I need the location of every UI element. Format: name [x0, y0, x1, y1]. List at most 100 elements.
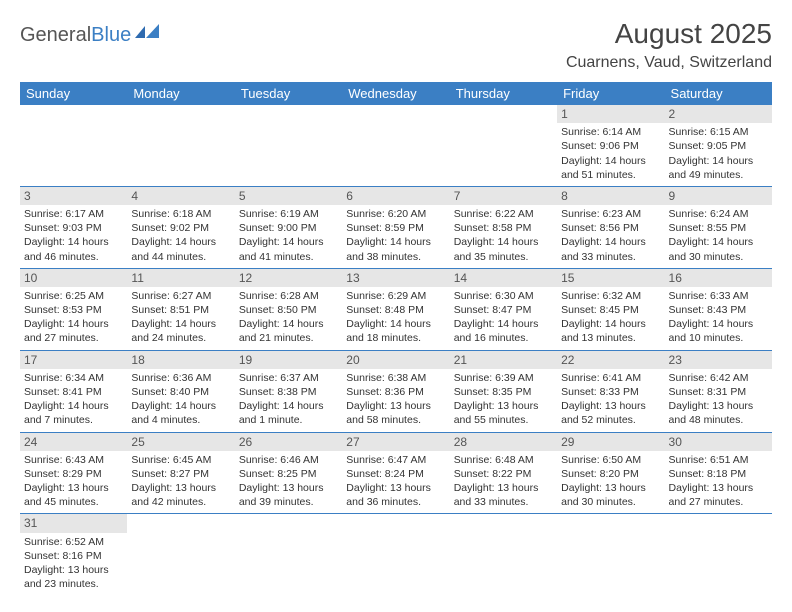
calendar-cell: 18Sunrise: 6:36 AMSunset: 8:40 PMDayligh… [127, 350, 234, 432]
day-number: 28 [450, 433, 557, 451]
sunset-line: Sunset: 8:51 PM [131, 303, 230, 317]
sunrise-line: Sunrise: 6:41 AM [561, 371, 660, 385]
daylight-line: Daylight: 13 hours and 27 minutes. [669, 481, 768, 509]
calendar-cell: 21Sunrise: 6:39 AMSunset: 8:35 PMDayligh… [450, 350, 557, 432]
calendar-cell [235, 105, 342, 186]
daylight-line: Daylight: 13 hours and 33 minutes. [454, 481, 553, 509]
logo-text: GeneralBlue [20, 24, 131, 47]
day-number: 9 [665, 187, 772, 205]
day-number: 2 [665, 105, 772, 123]
daylight-line: Daylight: 14 hours and 24 minutes. [131, 317, 230, 345]
sunrise-line: Sunrise: 6:24 AM [669, 207, 768, 221]
calendar-cell: 17Sunrise: 6:34 AMSunset: 8:41 PMDayligh… [20, 350, 127, 432]
sunrise-line: Sunrise: 6:19 AM [239, 207, 338, 221]
sunrise-line: Sunrise: 6:38 AM [346, 371, 445, 385]
sunset-line: Sunset: 8:47 PM [454, 303, 553, 317]
calendar-cell: 23Sunrise: 6:42 AMSunset: 8:31 PMDayligh… [665, 350, 772, 432]
day-number: 22 [557, 351, 664, 369]
sunrise-line: Sunrise: 6:14 AM [561, 125, 660, 139]
weekday-header: Monday [127, 82, 234, 105]
sunrise-line: Sunrise: 6:18 AM [131, 207, 230, 221]
calendar-cell: 24Sunrise: 6:43 AMSunset: 8:29 PMDayligh… [20, 432, 127, 514]
sunrise-line: Sunrise: 6:43 AM [24, 453, 123, 467]
day-number: 29 [557, 433, 664, 451]
sunset-line: Sunset: 8:53 PM [24, 303, 123, 317]
month-title: August 2025 [566, 18, 772, 50]
sunrise-line: Sunrise: 6:46 AM [239, 453, 338, 467]
day-number: 14 [450, 269, 557, 287]
daylight-line: Daylight: 13 hours and 55 minutes. [454, 399, 553, 427]
sunset-line: Sunset: 8:59 PM [346, 221, 445, 235]
logo-word1: General [20, 24, 91, 46]
weekday-header: Tuesday [235, 82, 342, 105]
daylight-line: Daylight: 14 hours and 13 minutes. [561, 317, 660, 345]
sunrise-line: Sunrise: 6:37 AM [239, 371, 338, 385]
day-number: 6 [342, 187, 449, 205]
sunset-line: Sunset: 8:22 PM [454, 467, 553, 481]
sunrise-line: Sunrise: 6:15 AM [669, 125, 768, 139]
day-number: 15 [557, 269, 664, 287]
calendar-head: SundayMondayTuesdayWednesdayThursdayFrid… [20, 82, 772, 105]
calendar-cell [450, 105, 557, 186]
calendar-table: SundayMondayTuesdayWednesdayThursdayFrid… [20, 82, 772, 595]
sunrise-line: Sunrise: 6:25 AM [24, 289, 123, 303]
day-number: 20 [342, 351, 449, 369]
calendar-cell: 25Sunrise: 6:45 AMSunset: 8:27 PMDayligh… [127, 432, 234, 514]
sunrise-line: Sunrise: 6:39 AM [454, 371, 553, 385]
daylight-line: Daylight: 14 hours and 16 minutes. [454, 317, 553, 345]
weekday-header: Saturday [665, 82, 772, 105]
day-number: 17 [20, 351, 127, 369]
calendar-cell: 19Sunrise: 6:37 AMSunset: 8:38 PMDayligh… [235, 350, 342, 432]
daylight-line: Daylight: 13 hours and 42 minutes. [131, 481, 230, 509]
daylight-line: Daylight: 14 hours and 33 minutes. [561, 235, 660, 263]
daylight-line: Daylight: 14 hours and 18 minutes. [346, 317, 445, 345]
day-number: 12 [235, 269, 342, 287]
calendar-cell [557, 514, 664, 595]
header: GeneralBlue August 2025 Cuarnens, Vaud, … [20, 18, 772, 72]
sunset-line: Sunset: 8:25 PM [239, 467, 338, 481]
daylight-line: Daylight: 14 hours and 1 minute. [239, 399, 338, 427]
sunset-line: Sunset: 8:56 PM [561, 221, 660, 235]
weekday-header: Wednesday [342, 82, 449, 105]
calendar-cell: 4Sunrise: 6:18 AMSunset: 9:02 PMDaylight… [127, 186, 234, 268]
day-number: 25 [127, 433, 234, 451]
sunrise-line: Sunrise: 6:28 AM [239, 289, 338, 303]
sunrise-line: Sunrise: 6:45 AM [131, 453, 230, 467]
calendar-cell: 1 Sunrise: 6:14 AMSunset: 9:06 PMDaylight… [557, 105, 664, 186]
daylight-line: Daylight: 14 hours and 7 minutes. [24, 399, 123, 427]
day-number: 24 [20, 433, 127, 451]
calendar-cell [342, 514, 449, 595]
calendar-cell: 6Sunrise: 6:20 AMSunset: 8:59 PMDaylight… [342, 186, 449, 268]
sunrise-line: Sunrise: 6:36 AM [131, 371, 230, 385]
daylight-line: Daylight: 14 hours and 51 minutes. [561, 154, 660, 182]
calendar-cell [665, 514, 772, 595]
calendar-cell: 26Sunrise: 6:46 AMSunset: 8:25 PMDayligh… [235, 432, 342, 514]
day-number: 11 [127, 269, 234, 287]
sunset-line: Sunset: 9:05 PM [669, 139, 768, 153]
calendar-cell: 20Sunrise: 6:38 AMSunset: 8:36 PMDayligh… [342, 350, 449, 432]
sunset-line: Sunset: 8:38 PM [239, 385, 338, 399]
daylight-line: Daylight: 14 hours and 49 minutes. [669, 154, 768, 182]
calendar-cell [127, 514, 234, 595]
sunrise-line: Sunrise: 6:30 AM [454, 289, 553, 303]
day-number: 30 [665, 433, 772, 451]
sunrise-line: Sunrise: 6:22 AM [454, 207, 553, 221]
day-number: 18 [127, 351, 234, 369]
sunset-line: Sunset: 8:31 PM [669, 385, 768, 399]
sunset-line: Sunset: 8:20 PM [561, 467, 660, 481]
sunrise-line: Sunrise: 6:47 AM [346, 453, 445, 467]
calendar-cell: 5Sunrise: 6:19 AMSunset: 9:00 PMDaylight… [235, 186, 342, 268]
calendar-cell: 31Sunrise: 6:52 AMSunset: 8:16 PMDayligh… [20, 514, 127, 595]
calendar-cell: 16Sunrise: 6:33 AMSunset: 8:43 PMDayligh… [665, 268, 772, 350]
sunset-line: Sunset: 9:06 PM [561, 139, 660, 153]
sunset-line: Sunset: 8:35 PM [454, 385, 553, 399]
daylight-line: Daylight: 13 hours and 52 minutes. [561, 399, 660, 427]
sunset-line: Sunset: 8:24 PM [346, 467, 445, 481]
sunset-line: Sunset: 8:55 PM [669, 221, 768, 235]
sunset-line: Sunset: 8:29 PM [24, 467, 123, 481]
sunrise-line: Sunrise: 6:50 AM [561, 453, 660, 467]
calendar-cell: 13Sunrise: 6:29 AMSunset: 8:48 PMDayligh… [342, 268, 449, 350]
day-number: 1 [557, 105, 664, 123]
title-block: August 2025 Cuarnens, Vaud, Switzerland [566, 18, 772, 72]
calendar-cell: 22Sunrise: 6:41 AMSunset: 8:33 PMDayligh… [557, 350, 664, 432]
